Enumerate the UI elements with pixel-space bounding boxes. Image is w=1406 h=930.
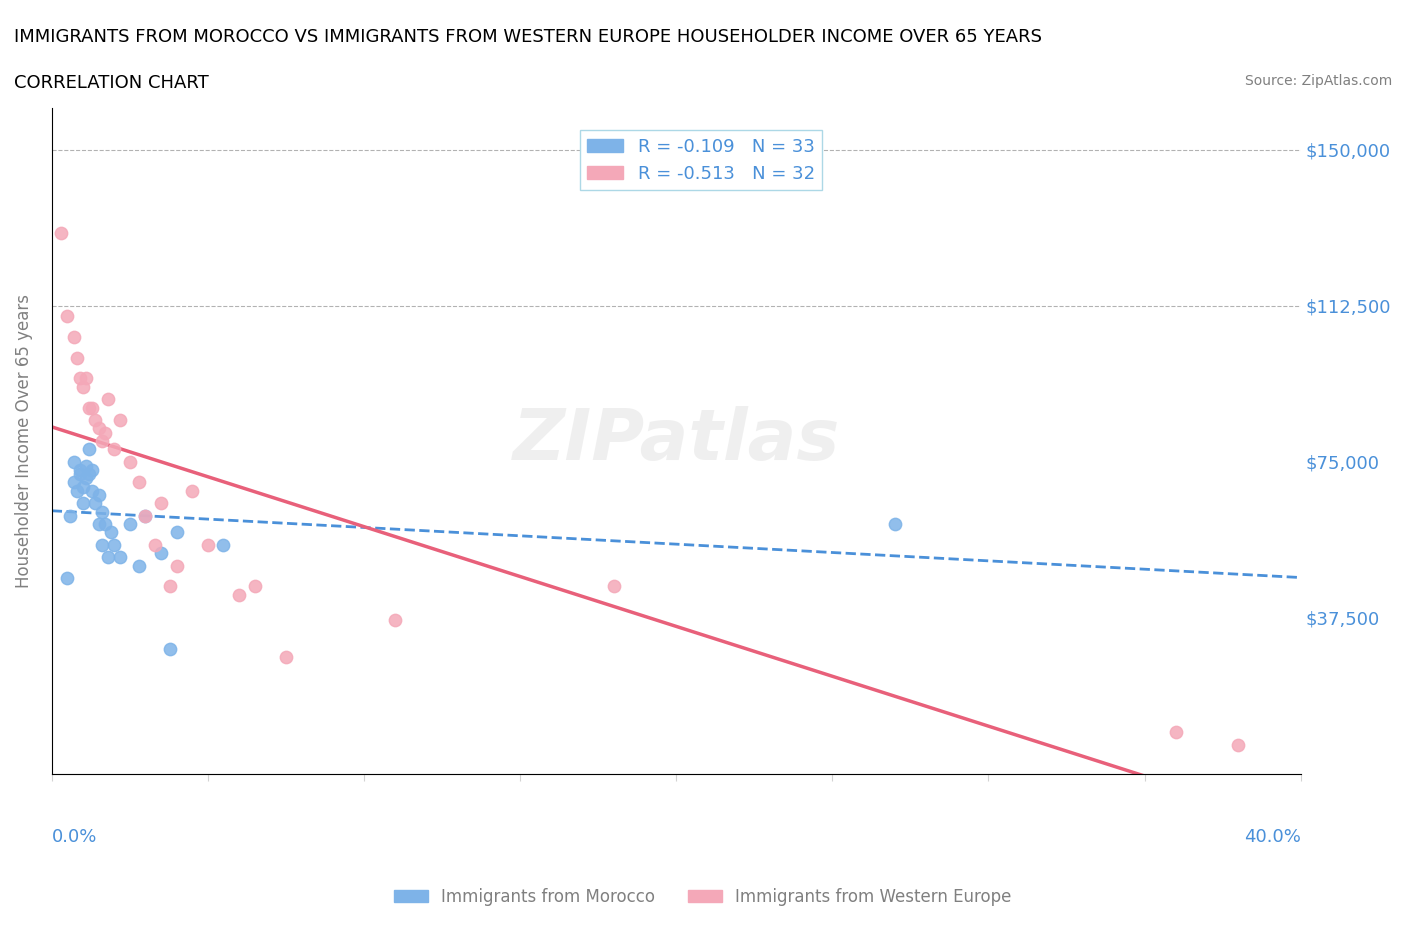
- Point: [82, 462, 104, 477]
- Point: [87, 487, 110, 502]
- Point: [197, 538, 219, 552]
- Point: [150, 496, 173, 511]
- Legend: R = -0.109   N = 33, R = -0.513   N = 32: R = -0.109 N = 33, R = -0.513 N = 32: [581, 130, 823, 190]
- Point: [94, 425, 117, 440]
- Point: [181, 484, 204, 498]
- Point: [62, 329, 84, 344]
- Point: [87, 517, 110, 532]
- Point: [1164, 724, 1187, 739]
- Point: [72, 479, 94, 494]
- Point: [110, 413, 132, 428]
- Text: ZIPatlas: ZIPatlas: [513, 406, 839, 475]
- Point: [66, 484, 89, 498]
- Point: [228, 588, 250, 603]
- Point: [56, 571, 79, 586]
- Point: [62, 454, 84, 469]
- Point: [118, 517, 141, 532]
- Point: [150, 546, 173, 561]
- Text: CORRELATION CHART: CORRELATION CHART: [14, 74, 209, 92]
- Point: [66, 351, 89, 365]
- Point: [62, 475, 84, 490]
- Point: [69, 467, 91, 482]
- Point: [77, 400, 100, 415]
- Point: [90, 538, 112, 552]
- Point: [90, 433, 112, 448]
- Point: [128, 475, 150, 490]
- Point: [56, 309, 79, 324]
- Point: [69, 371, 91, 386]
- Point: [166, 525, 188, 539]
- Point: [72, 496, 94, 511]
- Point: [97, 550, 120, 565]
- Point: [103, 538, 125, 552]
- Text: IMMIGRANTS FROM MOROCCO VS IMMIGRANTS FROM WESTERN EUROPE HOUSEHOLDER INCOME OVE: IMMIGRANTS FROM MOROCCO VS IMMIGRANTS FR…: [14, 28, 1042, 46]
- Point: [75, 458, 97, 473]
- Point: [134, 509, 156, 524]
- Text: 40.0%: 40.0%: [1244, 828, 1301, 845]
- Point: [75, 371, 97, 386]
- Point: [77, 442, 100, 457]
- Point: [883, 517, 905, 532]
- Point: [84, 413, 107, 428]
- Point: [1227, 737, 1250, 752]
- Point: [143, 538, 166, 552]
- Point: [84, 496, 107, 511]
- Point: [212, 538, 235, 552]
- Point: [87, 421, 110, 436]
- Point: [134, 509, 156, 524]
- Point: [118, 454, 141, 469]
- Text: 0.0%: 0.0%: [52, 828, 97, 845]
- Y-axis label: Householder Income Over 65 years: Householder Income Over 65 years: [15, 294, 32, 588]
- Point: [274, 650, 297, 665]
- Point: [82, 484, 104, 498]
- Point: [384, 612, 406, 627]
- Point: [72, 379, 94, 394]
- Point: [166, 558, 188, 573]
- Point: [97, 392, 120, 406]
- Legend: Immigrants from Morocco, Immigrants from Western Europe: Immigrants from Morocco, Immigrants from…: [388, 881, 1018, 912]
- Point: [103, 442, 125, 457]
- Point: [49, 225, 72, 240]
- Point: [59, 509, 82, 524]
- Point: [100, 525, 122, 539]
- Point: [90, 504, 112, 519]
- Point: [110, 550, 132, 565]
- Point: [75, 471, 97, 485]
- Point: [94, 517, 117, 532]
- Point: [69, 462, 91, 477]
- Point: [128, 558, 150, 573]
- Point: [159, 642, 181, 657]
- Point: [603, 579, 626, 594]
- Point: [159, 579, 181, 594]
- Point: [243, 579, 266, 594]
- Text: Source: ZipAtlas.com: Source: ZipAtlas.com: [1244, 74, 1392, 88]
- Point: [82, 400, 104, 415]
- Point: [77, 467, 100, 482]
